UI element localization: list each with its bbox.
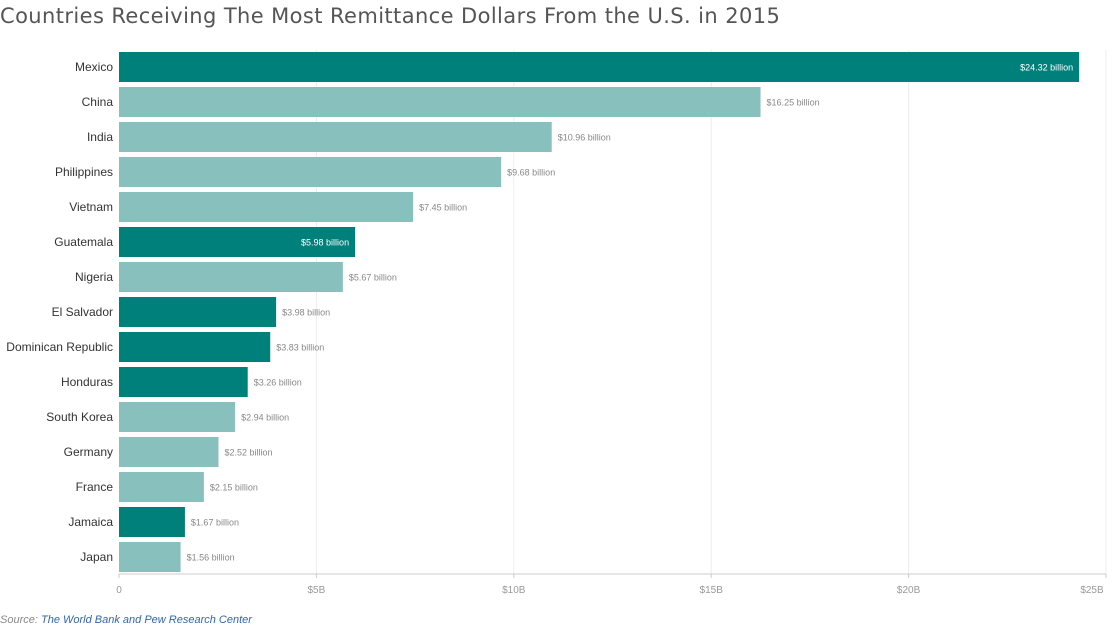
category-label: South Korea [46,410,113,424]
bar [119,472,204,502]
x-tick-label: 0 [116,585,122,596]
bar [119,507,185,537]
x-tick-label: $10B [502,585,526,596]
category-label: France [76,480,114,494]
bar [119,542,181,572]
source-note: Source: The World Bank and Pew Research … [0,614,252,626]
x-tick-label: $5B [308,585,326,596]
bar [119,52,1080,82]
category-label: El Salvador [52,305,113,319]
category-label: Mexico [75,60,113,74]
bar [119,297,277,327]
category-label: Vietnam [69,200,113,214]
data-label: $24.32 billion [1020,63,1073,73]
data-label: $5.67 billion [349,273,397,283]
x-tick-label: $25B [1080,585,1104,596]
category-label: Dominican Republic [6,340,113,354]
data-label: $1.67 billion [191,518,239,528]
bar [119,87,761,117]
bar [119,332,271,362]
data-label: $2.52 billion [224,448,272,458]
category-label: Germany [64,445,113,459]
bar [119,227,356,257]
data-label: $7.45 billion [419,203,467,213]
data-label: $5.98 billion [301,238,349,248]
category-label: Guatemala [54,235,113,249]
source-link[interactable]: The World Bank and Pew Research Center [40,614,252,626]
data-label: $3.83 billion [276,343,324,353]
bar [119,192,414,222]
category-label: Japan [80,550,113,564]
source-prefix: Source: [0,614,38,626]
data-label: $3.98 billion [282,308,330,318]
data-label: $2.15 billion [210,483,258,493]
data-label: $1.56 billion [187,553,235,563]
x-tick-label: $20B [897,585,921,596]
category-label: Philippines [55,165,113,179]
category-label: China [82,95,114,109]
bar [119,262,343,292]
bar [119,122,552,152]
category-label: Nigeria [75,270,113,284]
category-label: Jamaica [68,515,113,529]
bar [119,437,219,467]
category-label: India [87,130,113,144]
data-label: $3.26 billion [254,378,302,388]
x-tick-label: $15B [700,585,724,596]
bar [119,367,248,397]
data-label: $2.94 billion [241,413,289,423]
bar [119,157,502,187]
chart-title: Countries Receiving The Most Remittance … [0,4,781,28]
data-label: $16.25 billion [767,98,820,108]
bar [119,402,236,432]
category-label: Honduras [61,375,113,389]
data-label: $10.96 billion [558,133,611,143]
data-label: $9.68 billion [507,168,555,178]
